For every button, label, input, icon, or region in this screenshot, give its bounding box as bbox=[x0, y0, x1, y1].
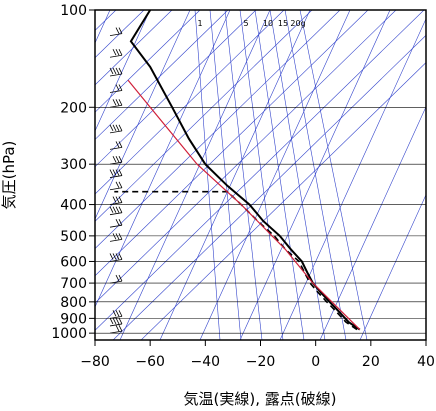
x-axis-title: 気温(実線), 露点(破線) bbox=[184, 390, 337, 408]
adiabat-line bbox=[279, 18, 426, 340]
mixing-ratio-labels: 1 5 10 15 20g bbox=[197, 19, 305, 28]
wind-barb bbox=[109, 233, 123, 242]
x-tick-label: −20 bbox=[246, 354, 276, 370]
wind-barb bbox=[109, 141, 123, 150]
wind-barb bbox=[109, 274, 123, 284]
mixing-ratio-label: 1 bbox=[197, 19, 202, 28]
wind-barb bbox=[109, 156, 123, 165]
isotherm-line bbox=[95, 10, 257, 168]
y-tick-label: 400 bbox=[60, 198, 87, 214]
x-tick-label: −60 bbox=[135, 354, 165, 370]
mixing-ratio-label: 20g bbox=[290, 19, 305, 28]
y-axis-title: 気圧(hPa) bbox=[0, 141, 18, 210]
y-tick-label: 200 bbox=[60, 100, 87, 116]
isotherm-line bbox=[95, 10, 201, 113]
wind-barb bbox=[109, 206, 123, 216]
adiabat-line bbox=[159, 10, 311, 340]
isotherm-line bbox=[95, 10, 229, 140]
y-tick-label: 1000 bbox=[51, 326, 87, 342]
isotherm-line bbox=[95, 10, 285, 195]
adiabat-line bbox=[199, 10, 351, 340]
isotherm-line bbox=[95, 10, 341, 249]
wind-barb bbox=[109, 310, 123, 319]
wind-barb bbox=[109, 99, 123, 108]
x-axis: −80 −60 −40 −20 0 20 40 bbox=[80, 340, 435, 370]
isotherm-line bbox=[95, 10, 369, 277]
x-tick-label: 40 bbox=[417, 354, 435, 370]
wind-barb bbox=[109, 324, 123, 334]
x-tick-label: −40 bbox=[191, 354, 221, 370]
mixing-ratio-line bbox=[299, 10, 368, 340]
wind-barb bbox=[109, 181, 123, 191]
mixing-ratio-line bbox=[224, 10, 263, 340]
x-tick-label: −80 bbox=[80, 354, 110, 370]
wind-barb bbox=[109, 169, 123, 178]
adiabat-line bbox=[119, 10, 271, 340]
x-tick-label: 0 bbox=[311, 354, 320, 370]
wind-barb bbox=[109, 67, 123, 77]
wind-barb bbox=[109, 84, 123, 93]
adiabat-line bbox=[359, 194, 426, 340]
isotherm-line bbox=[112, 34, 426, 340]
adiabat-line bbox=[239, 10, 391, 340]
y-tick-label: 100 bbox=[60, 3, 87, 19]
wind-barb bbox=[109, 253, 123, 262]
wind-barb bbox=[109, 124, 123, 134]
adiabat-line bbox=[319, 106, 426, 340]
y-tick-label: 600 bbox=[60, 254, 87, 270]
y-tick-label: 300 bbox=[60, 157, 87, 173]
isotherm-line bbox=[95, 10, 313, 222]
adiabat-line bbox=[95, 10, 231, 308]
adiabat-line bbox=[95, 10, 191, 220]
wind-barb bbox=[109, 196, 123, 205]
wind-barb bbox=[109, 49, 123, 58]
adiabat-line bbox=[95, 10, 151, 132]
series-layer bbox=[114, 10, 361, 331]
wind-barb bbox=[109, 27, 123, 36]
mixing-ratio-line bbox=[209, 10, 242, 340]
reference-lines bbox=[95, 10, 426, 340]
y-tick-label: 900 bbox=[60, 311, 87, 327]
mixing-ratio-line bbox=[284, 10, 347, 340]
mixing-ratio-line bbox=[194, 10, 221, 340]
temperature-line bbox=[129, 10, 361, 331]
wind-barb bbox=[109, 317, 123, 327]
y-tick-label: 800 bbox=[60, 295, 87, 311]
mixing-ratio-label: 5 bbox=[243, 19, 248, 28]
x-tick-label: 20 bbox=[362, 354, 380, 370]
wind-barbs bbox=[109, 27, 123, 334]
isotherm-line bbox=[95, 10, 397, 304]
y-tick-label: 500 bbox=[60, 229, 87, 245]
isotherm-line bbox=[95, 10, 173, 86]
mixing-ratio-line bbox=[239, 10, 284, 340]
y-tick-label: 700 bbox=[60, 276, 87, 292]
mixing-ratio-label: 10 bbox=[263, 19, 273, 28]
wind-barb bbox=[109, 219, 123, 228]
parcel-line bbox=[127, 79, 361, 331]
dewpoint-line bbox=[114, 190, 358, 331]
mixing-ratio-line bbox=[254, 10, 305, 340]
mixing-ratio-label: 15 bbox=[278, 19, 288, 28]
